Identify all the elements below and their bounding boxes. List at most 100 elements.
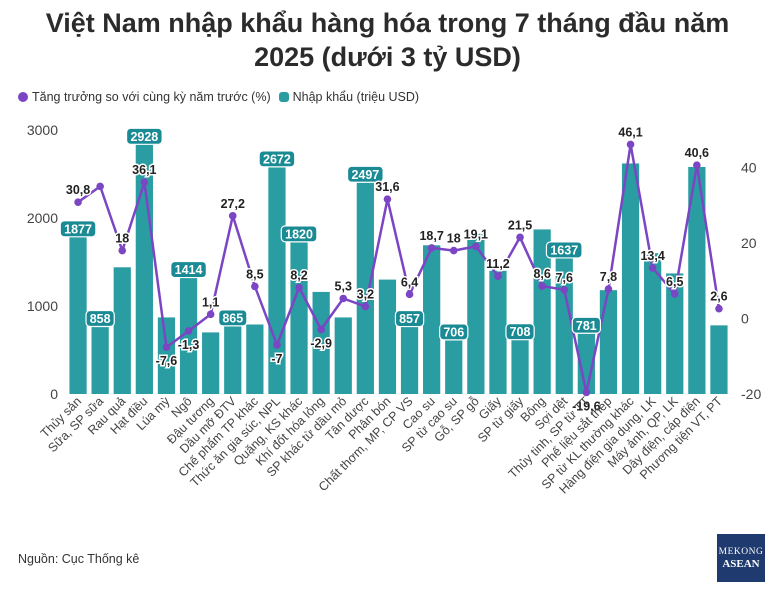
import-bar (710, 325, 728, 394)
import-bar (157, 317, 176, 394)
legend-growth-swatch (18, 92, 28, 102)
growth-value-label: 36,1 (132, 163, 156, 177)
growth-point (206, 310, 215, 319)
legend-import-label: Nhập khẩu (triệu USD) (292, 90, 420, 104)
growth-value-label: 1,1 (202, 295, 219, 309)
growth-point (251, 282, 259, 291)
growth-value-label: 8,5 (246, 267, 263, 281)
growth-value-label: 8,2 (290, 269, 307, 283)
y-right-tick-label: 40 (741, 160, 757, 176)
growth-value-label: -7 (271, 352, 282, 366)
growth-value-label: 21,5 (508, 218, 532, 232)
bar-value-label: 2928 (130, 130, 158, 144)
growth-value-label: -2,9 (310, 336, 332, 350)
import-bar (202, 332, 220, 394)
bar-value-label-bg (439, 323, 469, 341)
growth-point (626, 140, 635, 149)
growth-value-label: 46,1 (618, 125, 642, 139)
growth-value-label: 11,2 (486, 257, 510, 271)
bar-value-label-bg (125, 127, 163, 145)
growth-point (449, 246, 458, 255)
import-bar (445, 331, 463, 394)
legend-growth-label: Tăng trưởng so với cùng kỳ năm trước (%) (32, 90, 271, 104)
growth-point (339, 294, 348, 303)
import-bar (511, 331, 529, 394)
bar-value-label-bg (258, 150, 296, 168)
import-bar (224, 317, 242, 394)
y-left-tick-label: 0 (50, 386, 58, 402)
bar-value-label: 781 (576, 319, 597, 333)
bar-value-label-bg (59, 220, 97, 238)
import-bar (378, 279, 397, 394)
import-bar (599, 290, 618, 394)
import-bar (246, 324, 264, 394)
y-left-tick-label: 3000 (27, 122, 58, 138)
growth-value-label: 31,6 (375, 180, 399, 194)
growth-point (140, 178, 149, 187)
legend: Tăng trưởng so với cùng kỳ năm trước (%)… (18, 90, 427, 104)
growth-point (405, 290, 414, 299)
logo-line-2: ASEAN (722, 557, 760, 570)
growth-value-label: 8,6 (533, 267, 550, 281)
import-bar (312, 291, 330, 394)
growth-point (427, 244, 436, 252)
bar-value-label: 708 (510, 325, 531, 339)
growth-point (582, 388, 591, 397)
bar-value-label-bg (571, 316, 602, 334)
growth-value-label: -19,6 (572, 399, 601, 413)
bar-value-label: 2672 (263, 152, 291, 166)
bar-value-label-bg (218, 309, 248, 327)
legend-item-import: Nhập khẩu (triệu USD) (278, 90, 420, 104)
source-note: Nguồn: Cục Thống kê (18, 552, 140, 566)
bar-value-label: 2497 (351, 168, 379, 182)
growth-value-label: 27,2 (221, 197, 245, 211)
bar-value-label-bg (85, 309, 115, 328)
import-bar (423, 245, 441, 394)
title-line-1: Việt Nam nhập khẩu hàng hóa trong 7 thán… (45, 8, 730, 38)
growth-point (96, 182, 104, 191)
bar-value-label: 857 (399, 312, 420, 326)
growth-point (162, 343, 171, 351)
logo-line-1: MEKONG (718, 546, 764, 557)
growth-point (472, 242, 480, 251)
growth-value-label: -1,3 (178, 338, 200, 352)
growth-value-label: 18,7 (419, 229, 443, 243)
growth-value-label: 13,4 (640, 249, 664, 263)
growth-value-label: 7,6 (556, 271, 573, 285)
bar-value-label-bg (505, 323, 535, 341)
growth-line (77, 143, 721, 394)
growth-value-label: 3,2 (357, 287, 374, 301)
growth-point (184, 327, 193, 335)
bar-value-label: 1877 (64, 222, 92, 236)
growth-point (693, 161, 701, 170)
import-bar (688, 166, 706, 394)
import-bar (334, 317, 352, 394)
growth-value-label: 7,8 (600, 270, 617, 284)
import-bar (467, 233, 485, 394)
bar-value-label-bg (170, 260, 207, 279)
import-bar (666, 273, 684, 394)
growth-point (604, 285, 613, 293)
growth-point (516, 233, 524, 242)
bar-value-label: 865 (222, 311, 243, 325)
y-right-tick-label: 20 (741, 235, 757, 251)
growth-point (715, 304, 723, 313)
growth-point (494, 272, 502, 281)
import-bar (489, 270, 507, 394)
import-bar (135, 136, 153, 394)
bar-value-label: 1820 (285, 227, 313, 241)
chart-title: Việt Nam nhập khẩu hàng hóa trong 7 thán… (0, 6, 775, 74)
bar-value-label-bg (346, 165, 384, 183)
bar-value-label: 706 (443, 325, 464, 339)
growth-point (648, 264, 657, 272)
title-line-2: 2025 (dưới 3 tỷ USD) (254, 42, 521, 72)
legend-item-growth: Tăng trưởng so với cùng kỳ năm trước (%) (18, 90, 271, 104)
growth-point (317, 325, 325, 334)
legend-import-swatch (278, 92, 289, 102)
growth-value-label: 30,8 (66, 183, 90, 197)
import-bar (113, 267, 131, 394)
growth-value-label: 2,6 (710, 290, 727, 304)
growth-value-label: 18 (447, 232, 461, 246)
growth-point (118, 246, 127, 255)
